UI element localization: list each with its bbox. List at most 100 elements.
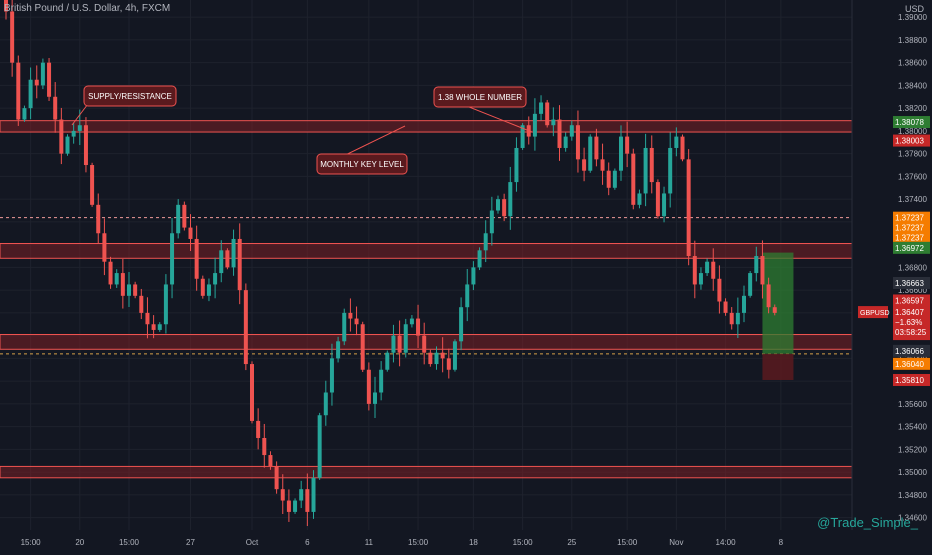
current-price-value: 1.36407 xyxy=(895,308,924,317)
candle-body xyxy=(59,119,64,154)
candle-body xyxy=(520,125,525,148)
candle-body xyxy=(133,284,138,296)
candle-body xyxy=(96,204,101,234)
candle-body xyxy=(551,119,556,126)
candle-body xyxy=(422,335,427,353)
candle-body xyxy=(194,238,199,279)
candle-body xyxy=(625,136,630,154)
whole-number-annotation: 1.38 WHOLE NUMBER xyxy=(433,86,533,133)
candle-body xyxy=(225,250,230,268)
x-tick-label: 15:00 xyxy=(119,538,140,547)
price-level-text: 1.36972 xyxy=(895,244,924,253)
x-tick-label: 8 xyxy=(779,538,784,547)
x-tick-label: 18 xyxy=(469,538,478,547)
candle-body xyxy=(139,295,144,313)
candle-body xyxy=(237,238,242,291)
candle-body xyxy=(16,62,21,120)
candle-body xyxy=(594,136,599,160)
candle-body xyxy=(243,290,248,365)
candle-body xyxy=(323,392,328,416)
candle-body xyxy=(53,96,58,120)
price-level-text: 1.37237 xyxy=(895,224,924,233)
price-level-text: 1.37237 xyxy=(895,214,924,223)
candle-body xyxy=(305,489,310,512)
annotation-box xyxy=(433,86,527,108)
candle-body xyxy=(114,273,119,285)
candle-body xyxy=(299,489,304,501)
price-level-text: 1.38078 xyxy=(895,118,924,127)
candle-body xyxy=(170,233,175,285)
candle-body xyxy=(157,324,162,330)
candle-body xyxy=(336,341,341,359)
current-price-change: −1.63% xyxy=(895,318,922,327)
candle-body xyxy=(643,147,648,194)
candle-body xyxy=(496,199,500,211)
candle-body xyxy=(772,307,777,313)
candle-body xyxy=(256,420,261,438)
candle-body xyxy=(262,437,267,456)
candle-body xyxy=(514,147,519,183)
annotation-text: SUPPLY/RESISTANCE xyxy=(88,92,172,101)
symbol-tag-text: GBPUSD xyxy=(860,310,890,317)
y-tick-label: 1.37600 xyxy=(898,172,927,181)
candle-body xyxy=(705,261,710,274)
annotation-text: 1.38 WHOLE NUMBER xyxy=(438,93,522,102)
current-price-label xyxy=(893,306,930,341)
candle-body xyxy=(348,312,353,319)
candle-body xyxy=(409,318,414,325)
x-tick-label: 15:00 xyxy=(408,538,429,547)
candle-body xyxy=(735,312,740,325)
candle-body xyxy=(188,227,193,239)
annotation-box xyxy=(83,85,177,107)
candle-body xyxy=(569,125,574,137)
candle-body xyxy=(452,341,457,370)
candle-body xyxy=(766,284,771,308)
annotation-box xyxy=(316,153,408,175)
candle-body xyxy=(354,318,359,325)
price-level-text: 1.36597 xyxy=(895,296,924,305)
candle-body xyxy=(213,273,218,285)
candle-body xyxy=(508,182,513,217)
candle-body xyxy=(723,301,728,313)
candle-body xyxy=(250,364,254,421)
y-tick-label: 1.35000 xyxy=(898,468,927,477)
y-tick-label: 1.34800 xyxy=(898,491,927,500)
symbol-tag xyxy=(858,306,888,319)
candle-body xyxy=(403,324,408,353)
candle-body xyxy=(200,278,205,296)
candle-body xyxy=(366,369,371,404)
candle-body xyxy=(680,136,685,160)
candle-body xyxy=(10,11,15,63)
candle-body xyxy=(329,358,334,393)
candle-body xyxy=(532,113,537,137)
candle-body xyxy=(668,147,673,194)
price-level-label xyxy=(893,241,930,254)
x-tick-label: 25 xyxy=(567,538,576,547)
x-tick-label: 15:00 xyxy=(21,538,42,547)
candle-body xyxy=(293,500,298,512)
candle-body xyxy=(28,79,33,109)
x-tick-label: Nov xyxy=(669,538,683,547)
candle-body xyxy=(379,369,384,393)
candle-body xyxy=(483,233,488,251)
candle-body xyxy=(176,204,181,234)
y-tick-label: 1.37400 xyxy=(898,195,927,204)
x-tick-label: 15:00 xyxy=(617,538,638,547)
key-level-zone xyxy=(0,120,853,133)
candle-body xyxy=(102,233,107,262)
candle-body xyxy=(182,204,187,228)
candle-body xyxy=(40,62,45,86)
x-tick-label: 20 xyxy=(75,538,84,547)
candle-body xyxy=(391,335,396,353)
candle-body xyxy=(729,312,734,325)
candle-body xyxy=(662,193,667,217)
candle-body xyxy=(575,125,580,160)
candle-body xyxy=(582,159,587,171)
x-tick-label: 6 xyxy=(305,538,310,547)
y-tick-label: 1.37800 xyxy=(898,150,927,159)
candle-body xyxy=(539,102,544,114)
y-tick-label: 1.38800 xyxy=(898,36,927,45)
candle-body xyxy=(34,79,39,86)
